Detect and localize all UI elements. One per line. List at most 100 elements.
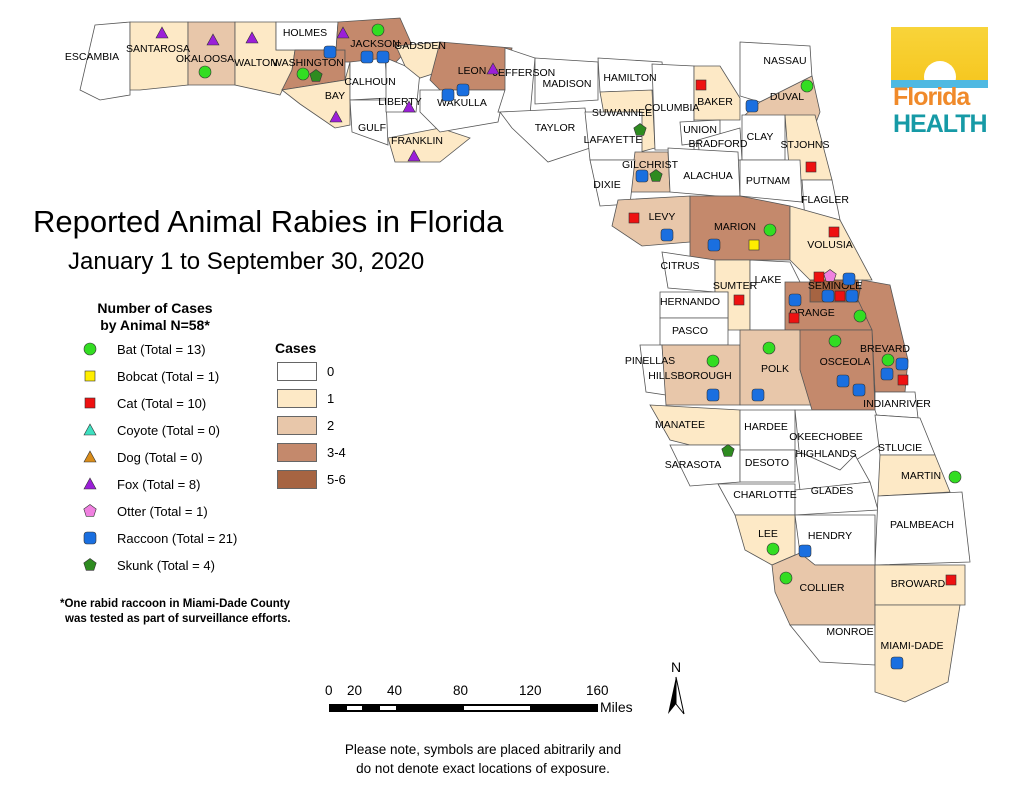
fox-marker	[486, 62, 500, 75]
scale-bar-graphic	[329, 704, 598, 712]
raccoon-marker	[895, 357, 909, 371]
county-label: CITRUS	[660, 260, 699, 272]
county-label: NASSAU	[763, 55, 806, 67]
dog-symbol-icon	[83, 450, 97, 463]
bat-marker	[371, 23, 385, 37]
raccoon-marker	[441, 88, 455, 102]
cat-marker	[828, 226, 840, 238]
cases-label: 3-4	[327, 445, 346, 460]
fox-marker	[407, 149, 421, 162]
fox-marker	[155, 26, 169, 39]
cat-marker	[628, 212, 640, 224]
county-label: WASHINGTON	[272, 57, 344, 69]
raccoon-marker	[456, 83, 470, 97]
raccoon-marker	[706, 388, 720, 402]
county-label: SANTAROSA	[126, 43, 190, 55]
county-label: HAMILTON	[603, 72, 656, 84]
county-label: LEVY	[649, 211, 676, 223]
county-desoto	[739, 449, 796, 483]
fox-marker	[336, 26, 350, 39]
legend-item-bobcat: Bobcat (Total = 1)	[80, 366, 219, 386]
cases-class: 3-4	[277, 443, 346, 462]
raccoon-marker	[323, 45, 337, 59]
otter-marker	[823, 269, 837, 282]
county-label: MARTIN	[901, 470, 941, 482]
county-label: PINELLAS	[625, 355, 675, 367]
case-markers	[155, 23, 962, 670]
fox-symbol	[83, 477, 97, 490]
coyote-symbol	[83, 423, 97, 436]
legend-item-bat: Bat (Total = 13)	[80, 339, 206, 359]
county-label: MADISON	[542, 78, 591, 90]
cat-marker	[945, 574, 957, 586]
county-label: GLADES	[811, 485, 854, 497]
county-label: PALMBEACH	[890, 519, 954, 531]
raccoon-marker	[660, 228, 674, 242]
county-label: GULF	[358, 122, 386, 134]
cat-marker	[788, 312, 800, 324]
skunk-symbol-icon	[83, 558, 97, 571]
bat-marker	[800, 79, 814, 93]
county-label: MARION	[714, 221, 756, 233]
county-label: PUTNAM	[746, 175, 790, 187]
footnote: *One rabid raccoon in Miami-Dade County …	[60, 598, 291, 625]
county-label: COLUMBIA	[645, 102, 700, 114]
county-label: SUWANNEE	[592, 107, 652, 119]
legend-item-otter: Otter (Total = 1)	[80, 501, 208, 521]
county-label: BREVARD	[860, 343, 910, 355]
county-label: OSCEOLA	[820, 356, 871, 368]
bat-marker	[706, 354, 720, 368]
bat-marker	[766, 542, 780, 556]
map-subtitle: January 1 to September 30, 2020	[68, 248, 425, 275]
county-label: HARDEE	[744, 421, 788, 433]
raccoon-marker	[821, 289, 835, 303]
bat-marker	[853, 309, 867, 323]
fox-symbol-icon	[83, 477, 97, 490]
county-label: ESCAMBIA	[65, 51, 119, 63]
cat-marker	[805, 161, 817, 173]
bat-symbol-icon	[83, 342, 97, 356]
skunk-marker	[649, 169, 663, 182]
cases-swatch	[277, 470, 317, 489]
cases-label: 5-6	[327, 472, 346, 487]
raccoon-marker	[836, 374, 850, 388]
legend-label: Fox (Total = 8)	[117, 476, 201, 492]
cat-symbol-icon	[84, 397, 96, 409]
county-baker	[693, 65, 741, 121]
raccoon-marker	[360, 50, 374, 64]
legend-item-dog: Dog (Total = 0)	[80, 447, 203, 467]
bat-marker	[763, 223, 777, 237]
county-label: MIAMI-DADE	[881, 640, 944, 652]
county-martin	[877, 454, 951, 497]
county-franklin	[387, 127, 471, 163]
otter-symbol	[83, 504, 97, 517]
county-label: LIBERTY	[378, 96, 422, 108]
raccoon-marker	[751, 388, 765, 402]
county-label: ORANGE	[789, 307, 835, 319]
county-wakulla	[419, 89, 506, 133]
bat-marker	[296, 67, 310, 81]
county-taylor	[499, 107, 591, 163]
county-label: BAKER	[697, 96, 733, 108]
cases-swatch	[277, 443, 317, 462]
animal-legend-heading: Number of Cases by Animal N=58*	[97, 300, 213, 333]
cat-marker	[695, 79, 707, 91]
county-santarosa	[129, 21, 189, 91]
county-broward	[874, 564, 966, 606]
county-label: SUMTER	[713, 280, 758, 292]
bat-marker	[828, 334, 842, 348]
cat-marker	[897, 374, 909, 386]
cases-class: 2	[277, 416, 334, 435]
county-label: WALTON	[234, 57, 278, 69]
cat-marker	[733, 294, 745, 306]
county-label: DIXIE	[593, 179, 620, 191]
county-label: JEFFERSON	[493, 67, 555, 79]
county-label: BROWARD	[891, 578, 946, 590]
county-label: ALACHUA	[683, 170, 733, 182]
county-label: GILCHRIST	[622, 159, 679, 171]
legend-item-cat: Cat (Total = 10)	[80, 393, 206, 413]
raccoon-marker	[635, 169, 649, 183]
skunk-marker	[633, 123, 647, 136]
cases-class: 0	[277, 362, 334, 381]
